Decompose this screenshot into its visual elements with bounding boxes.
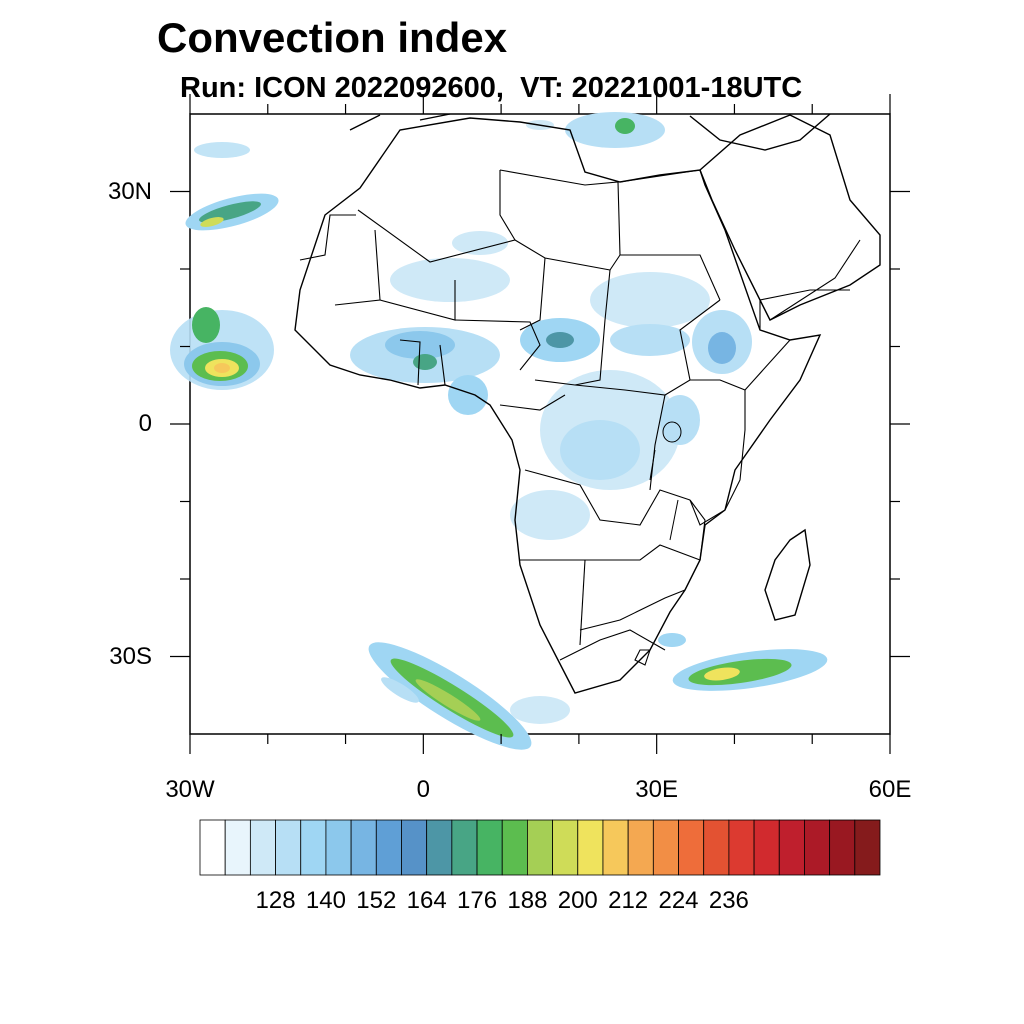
axis-ticks <box>170 94 910 754</box>
colorbar-swatch <box>325 819 352 876</box>
country-borders <box>299 169 861 666</box>
colorbar-swatch <box>552 819 579 876</box>
colorbar-swatch <box>652 819 679 876</box>
colorbar-swatch <box>753 819 780 876</box>
lakes <box>649 421 682 541</box>
colorbar-swatch <box>577 819 604 876</box>
colorbar-swatch <box>224 819 251 876</box>
colorbar-swatch <box>627 819 654 876</box>
colorbar-swatch <box>804 819 831 876</box>
colorbar-label: 212 <box>608 887 649 914</box>
colorbar-swatch <box>829 819 856 876</box>
colorbar-swatch <box>501 819 528 876</box>
colorbar-swatch <box>451 819 478 876</box>
colorbar-swatch <box>678 819 705 876</box>
colorbar-label: 128 <box>255 887 296 914</box>
lon-tick-label: 0 <box>416 776 430 803</box>
colorbar-label: 152 <box>356 887 397 914</box>
colorbar-swatch <box>527 819 553 876</box>
colorbar-label: 236 <box>708 887 749 914</box>
colorbar-swatch <box>275 819 302 876</box>
colorbar-swatch <box>350 819 377 876</box>
lon-tick-label: 30E <box>635 776 678 803</box>
lon-tick-label: 60E <box>868 776 912 803</box>
colorbar-swatch <box>375 819 402 876</box>
chart-subtitle: Run: ICON 2022092600, VT: 20221001-18UTC <box>180 72 803 104</box>
lon-tick-label: 30W <box>165 776 215 803</box>
colorbar-swatch <box>476 819 503 876</box>
colorbar-swatch <box>249 819 276 876</box>
colorbar-swatch <box>602 819 629 876</box>
colorbar-label: 164 <box>406 887 447 914</box>
chart-title: Convection index <box>157 14 508 61</box>
colorbar-swatch <box>401 819 428 876</box>
colorbar-swatch <box>300 819 327 876</box>
colorbar-label: 176 <box>457 887 498 914</box>
colorbar-swatch <box>426 819 453 876</box>
colorbar-swatch <box>703 819 730 876</box>
coastlines <box>294 113 881 694</box>
colorbar-label: 140 <box>305 887 346 914</box>
colorbar-swatch <box>854 819 881 876</box>
colorbar-swatch <box>728 819 755 876</box>
colorbar-label: 188 <box>507 887 548 914</box>
colorbar-label: 200 <box>557 887 598 914</box>
colorbar <box>199 819 881 876</box>
lat-tick-label: 30S <box>109 642 152 670</box>
colorbar-swatch <box>778 819 805 876</box>
lat-tick-label: 30N <box>107 177 152 205</box>
colorbar-swatch <box>199 819 226 876</box>
lat-tick-label: 0 <box>138 410 152 437</box>
map-frame <box>189 113 891 735</box>
colorbar-label: 224 <box>658 887 699 914</box>
